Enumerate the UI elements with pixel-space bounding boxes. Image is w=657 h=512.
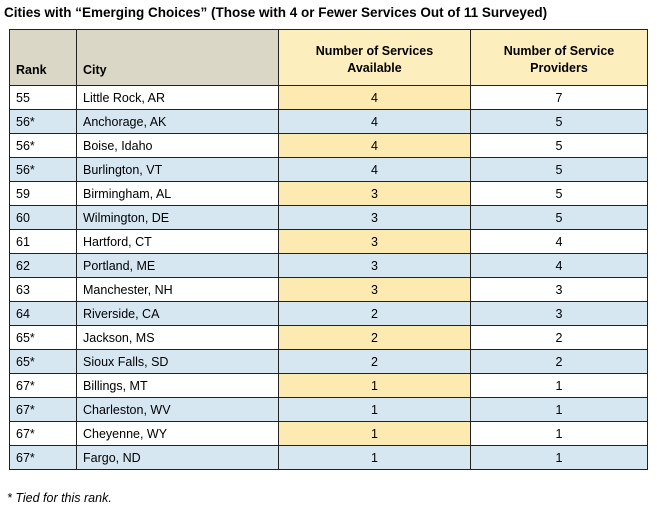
city-cell: Birmingham, AL	[76, 181, 279, 206]
rank-cell: 67*	[9, 421, 77, 446]
table-row: 65* Jackson, MS 2 2	[9, 325, 648, 350]
rank-cell: 56*	[9, 109, 77, 134]
city-cell: Jackson, MS	[76, 325, 279, 350]
providers-cell: 5	[470, 205, 648, 230]
providers-cell: 5	[470, 181, 648, 206]
city-cell: Fargo, ND	[76, 445, 279, 470]
table-row: 67* Billings, MT 1 1	[9, 373, 648, 398]
header-rank: Rank	[9, 29, 77, 86]
rank-cell: 56*	[9, 157, 77, 182]
table-title: Cities with “Emerging Choices” (Those wi…	[4, 5, 548, 20]
providers-cell: 5	[470, 157, 648, 182]
table-row: 64 Riverside, CA 2 3	[9, 301, 648, 326]
city-cell: Burlington, VT	[76, 157, 279, 182]
table-header-row: Rank City Number of Services Available N…	[9, 29, 648, 86]
table-row: 67* Fargo, ND 1 1	[9, 445, 648, 470]
services-cell: 1	[278, 397, 471, 422]
table-row: 67* Cheyenne, WY 1 1	[9, 421, 648, 446]
providers-cell: 3	[470, 277, 648, 302]
providers-cell: 2	[470, 325, 648, 350]
city-cell: Cheyenne, WY	[76, 421, 279, 446]
services-cell: 1	[278, 445, 471, 470]
services-cell: 4	[278, 109, 471, 134]
services-cell: 1	[278, 373, 471, 398]
header-services-line1: Number of Services	[315, 44, 434, 58]
providers-cell: 4	[470, 253, 648, 278]
providers-cell: 5	[470, 109, 648, 134]
rank-cell: 63	[9, 277, 77, 302]
city-cell: Little Rock, AR	[76, 85, 279, 110]
header-service-providers: Number of Service Providers	[470, 29, 648, 86]
city-cell: Boise, Idaho	[76, 133, 279, 158]
table-row: 56* Anchorage, AK 4 5	[9, 109, 648, 134]
table-row: 61 Hartford, CT 3 4	[9, 229, 648, 254]
services-cell: 4	[278, 133, 471, 158]
providers-cell: 3	[470, 301, 648, 326]
header-services-available: Number of Services Available	[278, 29, 471, 86]
providers-cell: 4	[470, 229, 648, 254]
table-row: 62 Portland, ME 3 4	[9, 253, 648, 278]
providers-cell: 2	[470, 349, 648, 374]
providers-cell: 5	[470, 133, 648, 158]
city-cell: Portland, ME	[76, 253, 279, 278]
services-cell: 1	[278, 421, 471, 446]
services-cell: 2	[278, 325, 471, 350]
rank-cell: 55	[9, 85, 77, 110]
city-cell: Riverside, CA	[76, 301, 279, 326]
city-cell: Manchester, NH	[76, 277, 279, 302]
table-row: 59 Birmingham, AL 3 5	[9, 181, 648, 206]
table-row: 67* Charleston, WV 1 1	[9, 397, 648, 422]
city-cell: Hartford, CT	[76, 229, 279, 254]
city-cell: Charleston, WV	[76, 397, 279, 422]
rank-cell: 59	[9, 181, 77, 206]
table-row: 55 Little Rock, AR 4 7	[9, 85, 648, 110]
services-cell: 4	[278, 157, 471, 182]
rank-cell: 56*	[9, 133, 77, 158]
providers-cell: 1	[470, 373, 648, 398]
rank-cell: 60	[9, 205, 77, 230]
rank-cell: 67*	[9, 397, 77, 422]
table-row: 56* Burlington, VT 4 5	[9, 157, 648, 182]
footnote: * Tied for this rank.	[7, 491, 112, 505]
header-providers-line1: Number of Service	[503, 44, 615, 58]
city-cell: Sioux Falls, SD	[76, 349, 279, 374]
rank-cell: 64	[9, 301, 77, 326]
table-row: 63 Manchester, NH 3 3	[9, 277, 648, 302]
rank-cell: 67*	[9, 373, 77, 398]
rank-cell: 62	[9, 253, 77, 278]
services-cell: 3	[278, 205, 471, 230]
services-cell: 2	[278, 301, 471, 326]
rank-cell: 61	[9, 229, 77, 254]
cities-table: Rank City Number of Services Available N…	[9, 29, 648, 470]
city-cell: Billings, MT	[76, 373, 279, 398]
table-row: 60 Wilmington, DE 3 5	[9, 205, 648, 230]
city-cell: Anchorage, AK	[76, 109, 279, 134]
header-services-line2: Available	[347, 61, 402, 75]
header-providers-line2: Providers	[530, 61, 588, 75]
city-cell: Wilmington, DE	[76, 205, 279, 230]
table-row: 56* Boise, Idaho 4 5	[9, 133, 648, 158]
rank-cell: 67*	[9, 445, 77, 470]
services-cell: 3	[278, 229, 471, 254]
services-cell: 2	[278, 349, 471, 374]
providers-cell: 1	[470, 397, 648, 422]
services-cell: 3	[278, 181, 471, 206]
providers-cell: 1	[470, 445, 648, 470]
rank-cell: 65*	[9, 325, 77, 350]
services-cell: 3	[278, 277, 471, 302]
providers-cell: 1	[470, 421, 648, 446]
header-city: City	[76, 29, 279, 86]
table-row: 65* Sioux Falls, SD 2 2	[9, 349, 648, 374]
providers-cell: 7	[470, 85, 648, 110]
services-cell: 4	[278, 85, 471, 110]
rank-cell: 65*	[9, 349, 77, 374]
services-cell: 3	[278, 253, 471, 278]
table-body: 55 Little Rock, AR 4 7 56* Anchorage, AK 4 5 56*…	[9, 85, 648, 470]
